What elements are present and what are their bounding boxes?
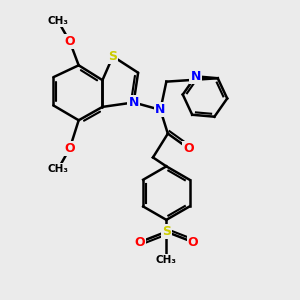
Text: O: O: [134, 236, 145, 249]
Text: CH₃: CH₃: [156, 255, 177, 265]
Text: N: N: [190, 70, 201, 83]
Text: S: S: [108, 50, 117, 63]
Text: N: N: [128, 96, 139, 109]
Text: CH₃: CH₃: [47, 164, 68, 174]
Text: O: O: [188, 236, 198, 249]
Text: O: O: [64, 142, 75, 155]
Text: O: O: [183, 142, 194, 155]
Text: N: N: [155, 103, 166, 116]
Text: CH₃: CH₃: [47, 16, 68, 26]
Text: S: S: [162, 225, 171, 238]
Text: O: O: [64, 35, 75, 48]
